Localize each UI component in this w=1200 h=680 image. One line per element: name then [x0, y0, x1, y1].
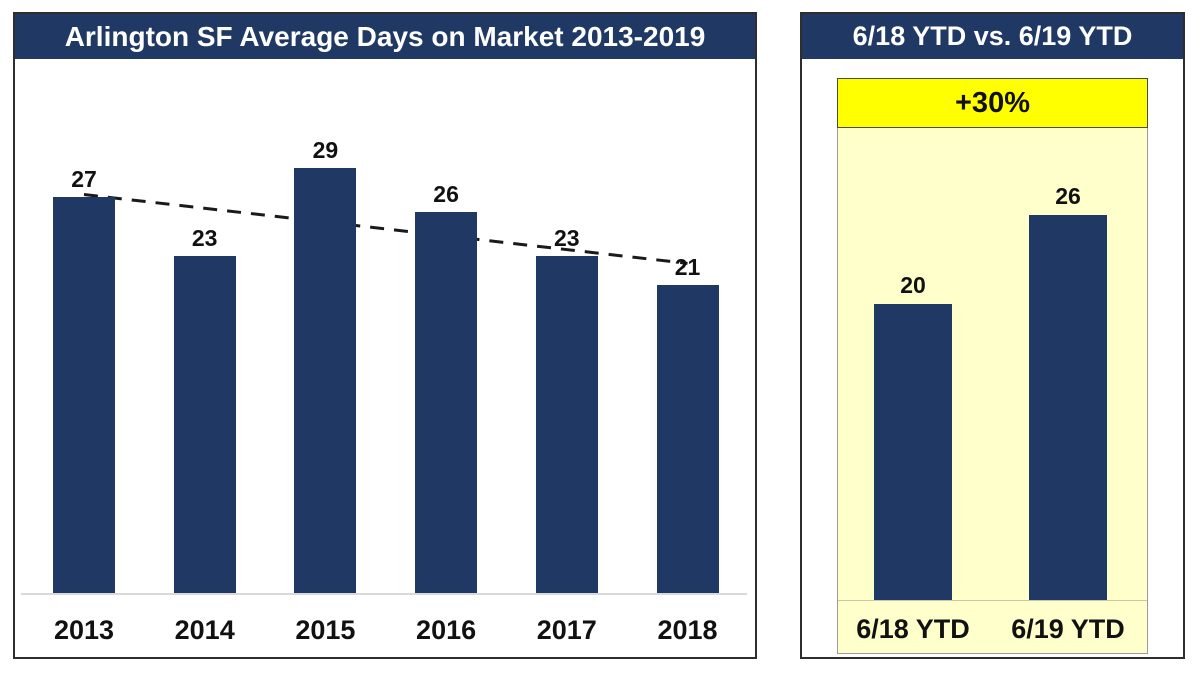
- bar-value-label: 20: [900, 272, 926, 298]
- bar-value-label: 23: [554, 225, 580, 252]
- axis-category-label: 6/18 YTD: [856, 614, 970, 644]
- ytd-inner-box: +30% 20 6/18 YTD 26 6/19 YTD: [837, 78, 1148, 654]
- bar-6-19-YTD: [1029, 215, 1107, 600]
- bar-2017: [535, 256, 598, 593]
- bar-value-label: 21: [674, 254, 701, 281]
- bar-2014: [173, 256, 236, 593]
- pct-change-badge: +30%: [837, 78, 1148, 128]
- trendline-dashed: [83, 193, 688, 265]
- bar-value-label: 26: [1055, 183, 1081, 210]
- bar-value-label: 26: [433, 181, 459, 208]
- bar-2015: [294, 168, 357, 593]
- right-axis-baseline: [838, 600, 1147, 601]
- axis-category-label: 2018: [657, 615, 718, 645]
- axis-category-label: 2017: [536, 615, 597, 645]
- right-chart-title: 6/18 YTD vs. 6/19 YTD: [802, 14, 1183, 59]
- axis-category-label: 2016: [416, 615, 477, 645]
- axis-category-label: 2014: [174, 615, 235, 645]
- bar-6-18-YTD: [874, 304, 952, 600]
- axis-category-label: 2013: [53, 615, 115, 645]
- left-chart-title: Arlington SF Average Days on Market 2013…: [15, 14, 755, 59]
- bar-2013: [53, 197, 115, 593]
- bar-value-label: 23: [191, 225, 218, 252]
- bar-value-label: 27: [71, 166, 97, 193]
- axis-category-label: 2015: [295, 615, 356, 645]
- left-axis-baseline: [21, 593, 747, 595]
- left-chart-plot: 27 2013 23 2014 29 2015 26 2016 23 2017 21 2018: [15, 59, 755, 657]
- bar-2018: [656, 285, 719, 593]
- bar-2016: [415, 212, 478, 593]
- axis-category-label: 6/19 YTD: [1011, 614, 1125, 644]
- right-chart-panel: 6/18 YTD vs. 6/19 YTD +30% 20 6/18 YTD 26 6…: [800, 12, 1185, 659]
- bar-value-label: 29: [312, 137, 339, 164]
- left-chart-panel: Arlington SF Average Days on Market 2013…: [13, 12, 757, 659]
